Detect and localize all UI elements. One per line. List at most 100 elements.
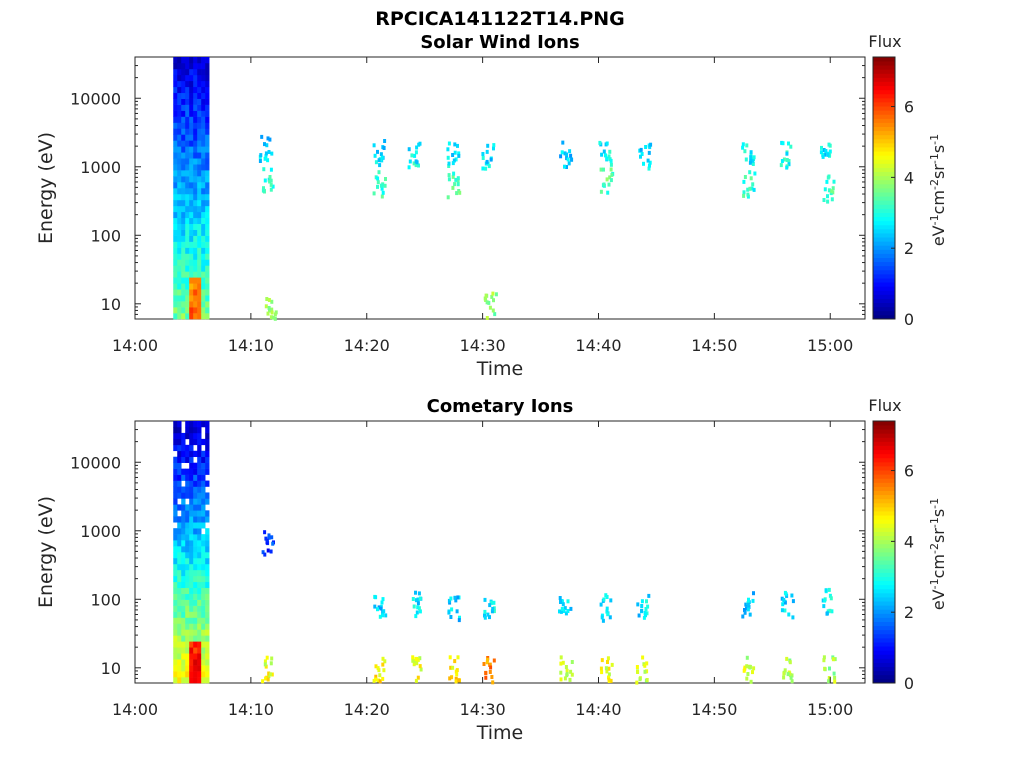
heatmap-cell [189,671,194,678]
heatmap-cell [189,504,194,511]
heatmap-cell [189,480,194,487]
heatmap-cell [745,606,748,611]
heatmap-cell [820,145,823,150]
heatmap-cell [189,247,194,254]
heatmap-cell [455,672,459,677]
heatmap-cell [173,629,178,636]
colorbar-segment [873,286,895,291]
colorbar-segment [873,179,895,185]
heatmap-cell [492,606,496,611]
heatmap-cell [177,57,182,64]
heatmap-cell [201,80,206,88]
heatmap-cell [173,492,178,499]
heatmap-cell [258,159,262,163]
heatmap-cell [185,581,190,589]
heatmap-cell [482,662,486,666]
heatmap-cell [173,587,178,594]
heatmap-cell [193,492,198,499]
heatmap-cell [823,598,827,603]
colorbar-segment [873,200,895,205]
heatmap-cell [177,223,182,230]
colorbar-segment [873,494,895,500]
heatmap-cell [408,159,412,164]
heatmap-cell [744,602,748,607]
x-tick-label: 14:20 [344,336,390,355]
heatmap-cell [189,283,194,290]
heatmap-cell [181,229,186,236]
heatmap-cell [185,486,190,493]
heatmap-cell [189,629,194,636]
heatmap-cell [177,569,182,577]
heatmap-cell [181,629,186,636]
heatmap-cell [173,677,178,684]
heatmap-cell [609,678,613,683]
heatmap-cell [177,534,182,541]
colorbar-segment [873,257,895,263]
heatmap-cell [201,647,206,654]
heatmap-cell [177,158,182,165]
heatmap-cell [788,673,792,678]
heatmap-cell [205,569,210,577]
colorbar-segment [873,564,895,569]
heatmap-cell [599,666,603,671]
heatmap-cell [189,611,194,618]
colorbar-segment [873,167,895,173]
heatmap-cell [412,662,416,667]
colorbar-segment [873,89,895,95]
heatmap-cell [201,629,206,636]
heatmap-cell [173,617,178,624]
heatmap-cell [783,600,787,605]
heatmap-cell [270,535,274,540]
heatmap-cell [415,160,419,165]
heatmap-cell [490,675,494,679]
heatmap-cell [189,223,194,230]
heatmap-cell [173,235,178,242]
y-axis-label: Energy (eV) [35,132,57,244]
heatmap-cell [413,153,417,158]
heatmap-cell [205,217,210,225]
heatmap-cell [261,679,265,684]
heatmap-cell [177,176,182,183]
heatmap-cell [486,657,490,662]
heatmap-cell [193,247,198,254]
heatmap-cell [189,421,194,428]
colorbar-segment [873,617,895,622]
heatmap-cell [205,170,210,177]
heatmap-cell [205,450,210,458]
heatmap-cell [173,528,178,535]
heatmap-cell [181,271,186,278]
heatmap-cell [189,74,194,82]
heatmap-cell [826,152,830,157]
heatmap-cell [197,289,202,296]
heatmap-cell [267,535,271,540]
heatmap-cell [185,421,190,428]
heatmap-cell [414,656,418,661]
heatmap-cell [197,74,202,82]
colorbar-units: eV-1cm-2sr-1s-1 [928,498,948,610]
heatmap-cell [201,581,206,589]
heatmap-cell [605,606,609,611]
heatmap-cell [373,153,377,158]
colorbar-segment [873,625,895,631]
heatmap-cell [454,669,458,674]
heatmap-cell [181,57,186,64]
colorbar-segment [873,466,895,471]
heatmap-cell [181,665,186,672]
heatmap-cell [268,137,272,142]
heatmap-cell [177,474,182,481]
heatmap-cell [189,253,194,260]
colorbar-segment [873,175,895,181]
heatmap-cell [263,156,267,161]
heatmap-cell [189,122,194,129]
heatmap-cell [193,205,198,213]
heatmap-cell [205,116,210,123]
colorbar-segment [873,576,895,582]
heatmap-cell [201,492,206,499]
heatmap-cell [205,492,210,499]
heatmap-cell [189,534,194,541]
heatmap-cell [483,296,487,301]
heatmap-cell [185,57,190,64]
heatmap-cell [193,480,198,487]
heatmap-cell [189,462,194,469]
heatmap-cell [270,307,274,312]
